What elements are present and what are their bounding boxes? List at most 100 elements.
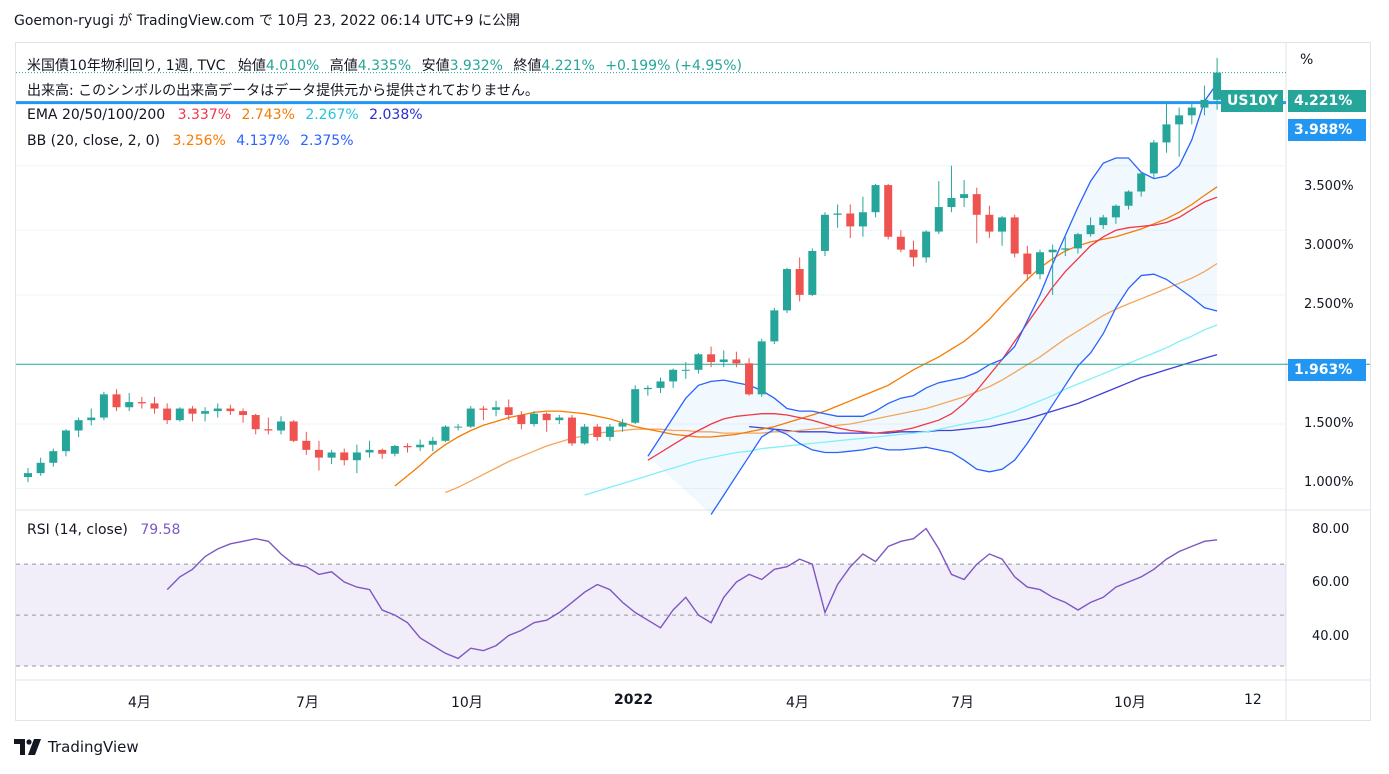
candle-body xyxy=(340,452,349,461)
legend-bb-basis-value: 3.256% xyxy=(172,133,226,149)
bb-basis-line xyxy=(647,196,1218,461)
candle-body xyxy=(985,214,994,232)
candle-body xyxy=(188,408,197,414)
candle-body xyxy=(922,231,931,258)
candle-body xyxy=(277,421,285,431)
candle-body xyxy=(808,250,817,295)
candle-body xyxy=(580,426,589,444)
candle-body xyxy=(302,440,311,450)
publish-header: Goemon-ryugi が TradingView.com で 10月 23,… xyxy=(14,13,520,29)
candle-body xyxy=(289,421,298,441)
candle-body xyxy=(555,417,564,421)
last-price-tag: 4.221% xyxy=(1288,90,1366,112)
candle-body xyxy=(1048,249,1057,253)
time-tick: 12 xyxy=(1244,692,1262,708)
candle-body xyxy=(226,408,235,412)
legend-ema50-value: 2.743% xyxy=(241,107,295,123)
price-tick: 2.500% xyxy=(1304,297,1354,312)
candle-body xyxy=(783,269,791,311)
legend-open-label: 始値 xyxy=(237,58,266,74)
candle-body xyxy=(593,426,602,437)
candle-body xyxy=(378,449,387,454)
legend-low-label: 安値 xyxy=(421,58,450,74)
candle-body xyxy=(732,359,741,364)
candle-body xyxy=(1149,142,1158,174)
bollinger-band-fill xyxy=(647,83,1218,515)
candle-body xyxy=(99,394,108,418)
candle-body xyxy=(909,249,918,258)
ema200-line xyxy=(749,353,1218,434)
candle-body xyxy=(112,394,121,408)
candle-body xyxy=(605,426,614,437)
legend-close-value: 4.221% xyxy=(541,58,595,74)
candle-body xyxy=(416,444,425,448)
candle-body xyxy=(1061,248,1070,250)
candle-body xyxy=(858,212,867,227)
candle-body xyxy=(441,426,450,441)
legend-volume-note: 出来高: このシンボルの出来高データはデータ提供元から提供されておりません。 xyxy=(27,83,539,99)
candle-body xyxy=(1099,217,1108,226)
candle-body xyxy=(530,413,538,425)
candle-body xyxy=(567,417,576,444)
bb-upper-line xyxy=(647,83,1218,457)
candle-body xyxy=(163,408,172,421)
candle-body xyxy=(643,387,652,390)
candle-body xyxy=(1175,115,1184,125)
candle-body xyxy=(656,381,665,388)
candle-body xyxy=(947,198,956,208)
legend-rsi-label: RSI (14, close) xyxy=(27,522,128,538)
bb-lower-line xyxy=(710,273,1218,515)
legend-rsi-line: RSI (14, close) 79.58 xyxy=(27,522,180,538)
candle-body xyxy=(213,408,222,412)
price-tick: 3.500% xyxy=(1304,179,1354,194)
candle-body xyxy=(428,440,437,445)
candle-body xyxy=(264,429,273,431)
legend-bb-line: BB (20, close, 2, 0) 3.256% 4.137% 2.375… xyxy=(27,133,354,149)
candle-body xyxy=(1023,253,1032,275)
price-tick: 1.000% xyxy=(1304,475,1354,490)
legend-low-value: 3.932% xyxy=(449,58,503,74)
candle-body xyxy=(846,213,855,227)
candle-body xyxy=(871,185,880,213)
candle-body xyxy=(669,369,678,382)
time-tick: 4月 xyxy=(128,695,151,711)
candle-body xyxy=(1137,173,1146,192)
legend-close-label: 終値 xyxy=(513,58,542,74)
candle-body xyxy=(1111,205,1120,218)
candle-body xyxy=(1162,124,1171,143)
footer[interactable]: TradingView xyxy=(14,738,139,756)
candle-body xyxy=(504,407,513,415)
candle-body xyxy=(972,194,981,215)
candle-body xyxy=(49,451,58,463)
candle-body xyxy=(352,452,361,461)
legend-open-value: 4.010% xyxy=(265,58,320,74)
footer-brand: TradingView xyxy=(48,738,139,756)
rsi-tick: 40.00 xyxy=(1312,629,1350,644)
time-tick: 10月 xyxy=(1114,695,1146,711)
candle-body xyxy=(87,417,96,421)
candle-body xyxy=(1073,234,1082,249)
rsi-tick: 60.00 xyxy=(1312,575,1350,590)
rsi-line xyxy=(166,527,1218,660)
candle-body xyxy=(1086,225,1095,235)
candle-body xyxy=(479,408,488,410)
candle-body xyxy=(137,402,146,404)
ema100-line xyxy=(584,324,1218,496)
candle-body xyxy=(833,213,842,215)
tradingview-logo-icon xyxy=(14,739,42,755)
legend-bb-lower-value: 2.375% xyxy=(300,133,354,149)
candle-body xyxy=(517,415,526,425)
line-price-tag-lower: 1.963% xyxy=(1288,359,1366,381)
legend-bb-upper-value: 4.137% xyxy=(236,133,290,149)
candle-body xyxy=(175,408,184,421)
legend-bb-label: BB (20, close, 2, 0) xyxy=(27,133,160,149)
candle-body xyxy=(1010,217,1019,254)
line-price-tag-upper: 3.988% xyxy=(1288,119,1366,141)
chart-frame[interactable] xyxy=(15,42,1371,721)
candle-body xyxy=(896,236,905,250)
price-tick: 1.500% xyxy=(1304,416,1354,431)
candle-body xyxy=(631,389,640,423)
candle-body xyxy=(770,310,779,342)
time-tick: 7月 xyxy=(296,695,319,711)
